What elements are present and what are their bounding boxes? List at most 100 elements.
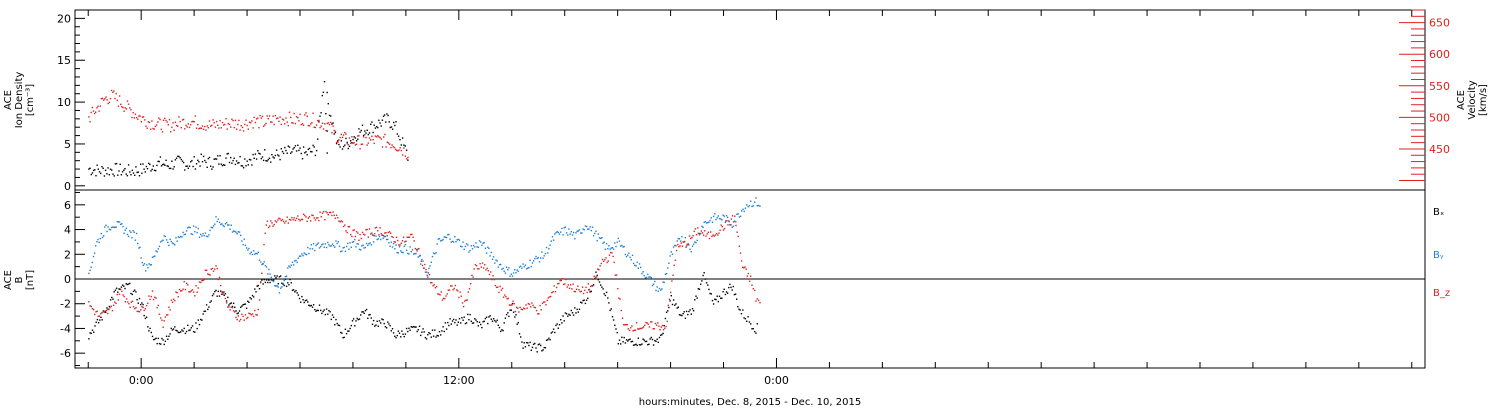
top-velocity-point bbox=[147, 121, 149, 123]
bottom-b-point bbox=[222, 224, 224, 227]
bottom-b-point bbox=[688, 235, 691, 237]
bottom-b-point bbox=[215, 265, 217, 267]
top-density-point bbox=[290, 152, 292, 154]
bottom-b-point bbox=[274, 285, 276, 287]
bottom-b-point bbox=[428, 267, 430, 270]
bottom-b-point bbox=[657, 341, 659, 343]
bottom-b-point bbox=[631, 254, 634, 256]
bottom-b-point bbox=[212, 225, 215, 227]
top-velocity-point bbox=[264, 124, 266, 126]
bottom-b-point bbox=[605, 257, 607, 259]
top-velocity-series-#e02020 bbox=[88, 89, 409, 160]
bottom-b-point bbox=[252, 296, 255, 298]
top-density-point bbox=[304, 152, 306, 154]
bottom-b-point bbox=[746, 204, 748, 206]
bottom-b-point bbox=[230, 306, 232, 308]
bottom-b-point bbox=[722, 291, 724, 293]
bottom-b-point bbox=[300, 301, 302, 303]
bottom-b-point bbox=[109, 229, 112, 231]
bottom-b-point bbox=[146, 264, 148, 266]
bottom-b-point bbox=[194, 231, 196, 233]
bottom-b-point bbox=[285, 275, 288, 277]
bottom-b-point bbox=[679, 245, 681, 247]
bottom-b-point bbox=[388, 323, 390, 325]
bottom-b-point bbox=[402, 236, 405, 238]
top-density-point bbox=[91, 172, 94, 174]
bottom-b-point bbox=[527, 303, 529, 305]
bottom-b-point bbox=[685, 245, 688, 247]
top-velocity-point bbox=[186, 126, 188, 128]
x-tick-label: 12:00 bbox=[443, 374, 475, 387]
bottom-b-point bbox=[667, 304, 669, 307]
bottom-b-point bbox=[690, 251, 692, 253]
bottom-b-point bbox=[314, 308, 316, 311]
bottom-b-point bbox=[410, 233, 412, 236]
top-velocity-point bbox=[117, 105, 120, 107]
bottom-b-point bbox=[722, 214, 724, 216]
bottom-b-point bbox=[132, 290, 135, 293]
bottom-b-point bbox=[421, 258, 423, 261]
bottom-b-point bbox=[254, 309, 256, 312]
bottom-b-point bbox=[732, 285, 734, 288]
bottom-b-point bbox=[198, 236, 201, 238]
bottom-b-point bbox=[520, 308, 522, 310]
bottom-b-point bbox=[370, 233, 372, 235]
bottom-b-point bbox=[535, 255, 537, 258]
bottom-b-point bbox=[501, 287, 504, 290]
bottom-b-point bbox=[314, 219, 317, 221]
top-density-point bbox=[281, 150, 284, 153]
bottom-b-point bbox=[736, 213, 738, 215]
top-velocity-point bbox=[378, 136, 380, 138]
bottom-b-point bbox=[399, 244, 401, 246]
bottom-b-point bbox=[509, 275, 511, 277]
top-velocity-point bbox=[260, 117, 262, 119]
bottom-b-point bbox=[198, 281, 201, 283]
bottom-b-point bbox=[615, 245, 617, 248]
bottom-b-point bbox=[631, 340, 634, 343]
bottom-b-point bbox=[141, 261, 143, 264]
bottom-b-point bbox=[278, 217, 280, 219]
bottom-b-point bbox=[183, 233, 185, 236]
top-density-point bbox=[131, 169, 133, 172]
bottom-b-point bbox=[670, 251, 672, 253]
bottom-b-point bbox=[431, 282, 433, 284]
bottom-b-point bbox=[444, 297, 446, 300]
bottom-b-point bbox=[197, 227, 199, 230]
bottom-b-point bbox=[613, 261, 615, 264]
bottom-b-point bbox=[162, 339, 164, 341]
top-density-point bbox=[403, 144, 405, 146]
bottom-b-point bbox=[469, 313, 471, 316]
bottom-b-point bbox=[747, 206, 749, 208]
top-velocity-point bbox=[391, 144, 393, 146]
bottom-b-point bbox=[349, 242, 351, 244]
bottom-b-point bbox=[489, 255, 491, 257]
bottom-b-point bbox=[205, 235, 208, 237]
bottom-b-point bbox=[648, 326, 651, 328]
bottom-b-point bbox=[395, 337, 397, 339]
bottom-b-point bbox=[97, 315, 99, 317]
top-left-tick-label: 10 bbox=[57, 96, 71, 109]
bottom-b-point bbox=[477, 268, 479, 270]
bottom-b-point bbox=[148, 295, 150, 297]
top-velocity-point bbox=[401, 154, 404, 156]
top-density-point bbox=[212, 166, 214, 168]
bottom-b-point bbox=[231, 231, 234, 233]
bottom-b-point bbox=[248, 247, 250, 250]
bottom-b-point bbox=[468, 288, 471, 290]
bottom-b-point bbox=[144, 317, 147, 320]
bottom-b-point bbox=[236, 232, 238, 235]
bottom-b-point bbox=[497, 266, 499, 268]
bottom-b-point bbox=[571, 234, 574, 236]
bottom-b-point bbox=[89, 269, 91, 271]
bottom-b-point bbox=[459, 291, 461, 293]
top-density-point bbox=[219, 155, 221, 157]
bottom-b-point bbox=[217, 218, 219, 220]
bottom-b-point bbox=[252, 315, 255, 318]
bottom-b-point bbox=[324, 313, 327, 316]
bottom-b-point bbox=[191, 233, 194, 236]
bottom-b-point bbox=[746, 275, 748, 277]
top-density-point bbox=[129, 171, 131, 173]
top-density-point bbox=[188, 165, 191, 167]
bottom-b-point bbox=[142, 264, 145, 266]
bottom-b-point bbox=[348, 226, 351, 228]
